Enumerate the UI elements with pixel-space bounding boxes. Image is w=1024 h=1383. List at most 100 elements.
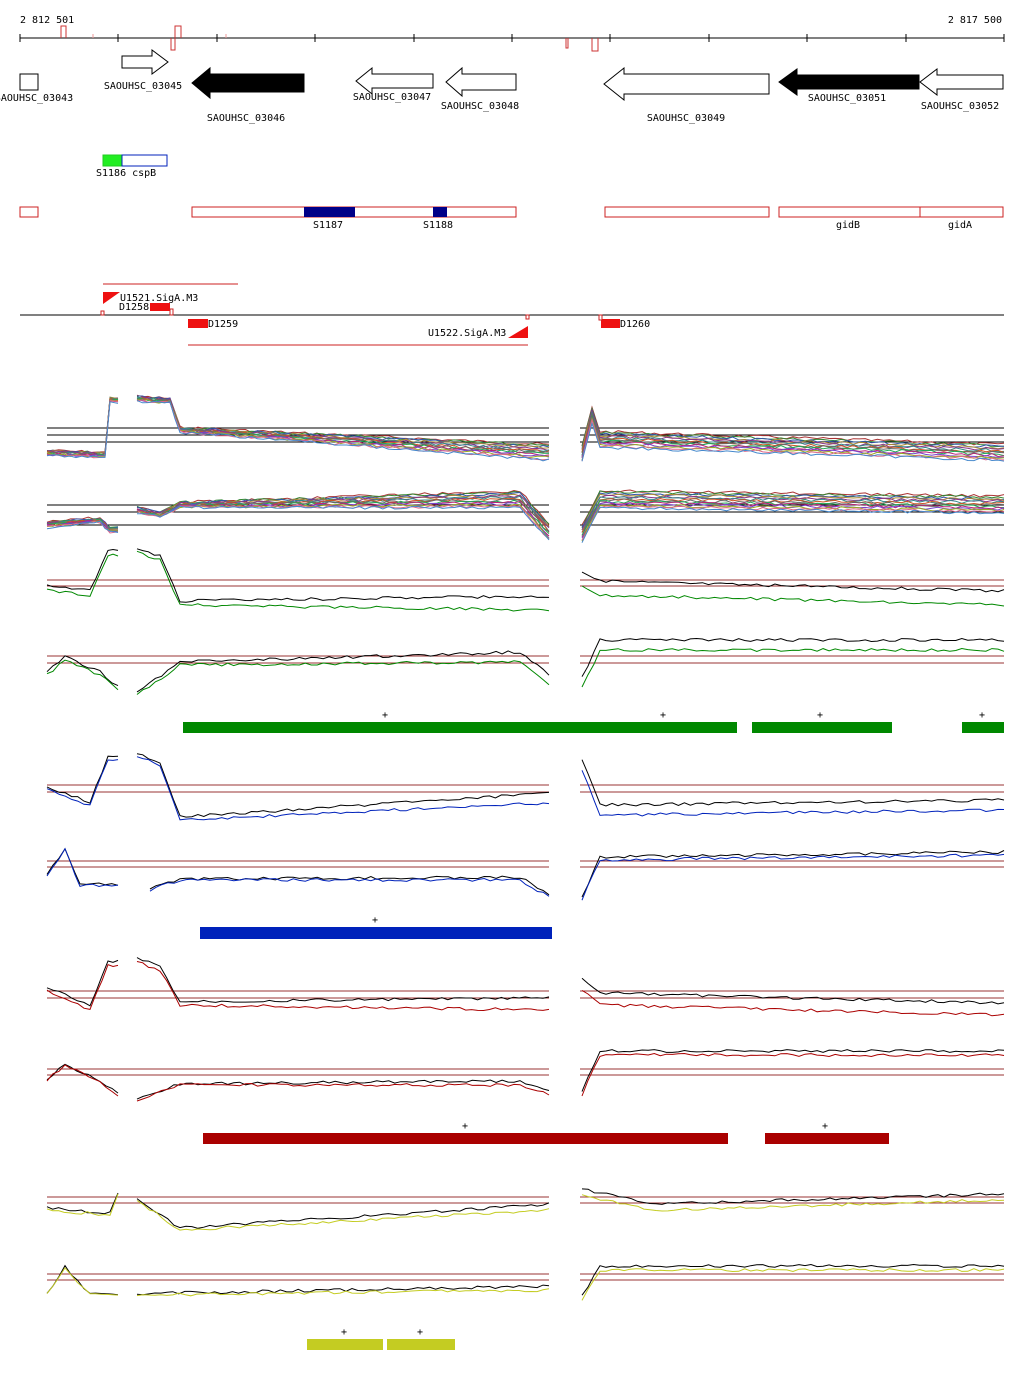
tu-bar[interactable] [962, 722, 1004, 733]
expression-trace [136, 1288, 550, 1297]
ncrna-label: S1186 cspB [96, 168, 156, 179]
expression-trace [581, 502, 1005, 539]
segment-gidb[interactable] [778, 206, 921, 218]
gene-saouhsc-03051[interactable]: SAOUHSC_03051 [778, 68, 920, 104]
promoter-u1522[interactable]: U1522.SigA.M3 [428, 314, 530, 339]
expression-trace [46, 1193, 119, 1216]
transcription-units-yellow: + + [307, 1327, 455, 1350]
expression-trace [136, 1079, 550, 1100]
downshift-tick [169, 308, 174, 316]
expression-trace [46, 847, 119, 888]
downshift-block [188, 319, 208, 328]
expression-trace [581, 504, 1005, 541]
gene-track: SAOUHSC_03043 SAOUHSC_03045 SAOUHSC_0304… [0, 49, 1004, 124]
downshift-d1259[interactable]: D1259 [188, 319, 238, 330]
tu-strand-marker: + [822, 1121, 828, 1132]
expression-trace [581, 1052, 1005, 1097]
expression-trace [136, 550, 550, 612]
downshift-d1258[interactable]: D1258 [100, 302, 174, 316]
expression-trace [46, 548, 119, 591]
tu-strand-marker: + [417, 1327, 423, 1338]
promoter-tick [525, 314, 530, 320]
expression-trace [136, 756, 550, 821]
expression-trace [46, 401, 119, 459]
gene-label: SAOUHSC_03043 [0, 93, 73, 104]
profile-panel-green-forward [46, 548, 1005, 612]
expression-trace [136, 494, 550, 529]
expression-trace [581, 506, 1005, 543]
ncrna-s1186-block [102, 154, 123, 167]
ruler-ticks [19, 34, 1005, 42]
expression-trace [581, 1194, 1005, 1212]
expression-trace [46, 959, 119, 1007]
tu-bar[interactable] [183, 722, 737, 733]
expression-trace [581, 1263, 1005, 1296]
expression-trace [581, 1188, 1005, 1205]
ncrna-s1186-cspb[interactable]: S1186 cspB [96, 154, 168, 179]
gene-saouhsc-03047[interactable]: SAOUHSC_03047 [353, 66, 434, 103]
expression-trace [137, 395, 550, 449]
segment-s1187[interactable] [304, 207, 355, 217]
tu-bar[interactable] [307, 1339, 383, 1350]
expression-trace [136, 753, 550, 818]
downshift-label: D1259 [208, 319, 238, 330]
profile-panel-blue-reverse [46, 847, 1005, 901]
expression-trace [136, 400, 550, 462]
gene-saouhsc-03052[interactable]: SAOUHSC_03052 [919, 67, 1004, 112]
segment-s1187-label: S1187 [313, 220, 343, 231]
expression-trace [46, 1064, 119, 1097]
expression-trace [136, 1082, 550, 1102]
downshift-tick [598, 314, 603, 321]
expression-trace [136, 650, 550, 693]
forward-arrow-icon [121, 49, 169, 75]
expression-trace [581, 501, 1005, 538]
promoter-u1521[interactable]: U1521.SigA.M3 [103, 292, 198, 315]
expression-trace [581, 416, 1005, 458]
gene-label: SAOUHSC_03046 [207, 113, 285, 124]
downshift-d1260[interactable]: D1260 [598, 314, 650, 330]
gene-saouhsc-03048[interactable]: SAOUHSC_03048 [441, 66, 519, 112]
gene-label: SAOUHSC_03051 [808, 93, 886, 104]
gene-saouhsc-03043[interactable]: SAOUHSC_03043 [0, 73, 73, 104]
expression-trace [581, 1268, 1005, 1301]
promoter-label: U1521.SigA.M3 [120, 293, 198, 304]
segment-box[interactable] [19, 206, 39, 218]
expression-trace [46, 553, 119, 597]
gene-saouhsc-03049[interactable]: SAOUHSC_03049 [603, 66, 770, 124]
segment-s1188[interactable] [433, 207, 447, 217]
ruler-end-label: 2 817 500 [948, 15, 1002, 26]
tu-bar[interactable] [765, 1133, 889, 1144]
segment-box[interactable] [604, 206, 770, 218]
ruler-start-label: 2 812 501 [20, 15, 74, 26]
expression-trace [581, 498, 1005, 533]
expression-trace [581, 637, 1005, 677]
expression-trace [136, 504, 550, 540]
expression-trace [136, 957, 550, 1003]
gene-saouhsc-03046[interactable]: SAOUHSC_03046 [191, 66, 305, 124]
segment-s1188-label: S1188 [423, 220, 453, 231]
gene-saouhsc-03045[interactable]: SAOUHSC_03045 [104, 49, 182, 92]
expression-trace [46, 520, 119, 533]
segment-gidb-label: gidB [836, 220, 860, 231]
reverse-arrow-icon [355, 66, 434, 96]
expression-trace [581, 414, 1005, 457]
expression-trace [581, 409, 1005, 453]
expression-trace [581, 493, 1005, 531]
tu-strand-marker: + [372, 915, 378, 926]
expression-trace [581, 977, 1005, 1005]
expression-trace [581, 412, 1005, 457]
expression-trace [581, 850, 1005, 898]
downshift-label: D1260 [620, 319, 650, 330]
tu-bar[interactable] [200, 927, 552, 939]
gene-label: SAOUHSC_03052 [921, 101, 999, 112]
expression-trace [581, 647, 1005, 688]
segment-gida[interactable] [919, 206, 1004, 218]
expression-profiles [46, 394, 1005, 1301]
expression-trace [136, 961, 550, 1012]
tu-bar[interactable] [203, 1133, 728, 1144]
tu-bar[interactable] [752, 722, 892, 733]
expression-trace [581, 1049, 1005, 1092]
tu-bar[interactable] [387, 1339, 455, 1350]
expression-trace [46, 655, 119, 687]
segment-gida-label: gidA [948, 220, 972, 231]
